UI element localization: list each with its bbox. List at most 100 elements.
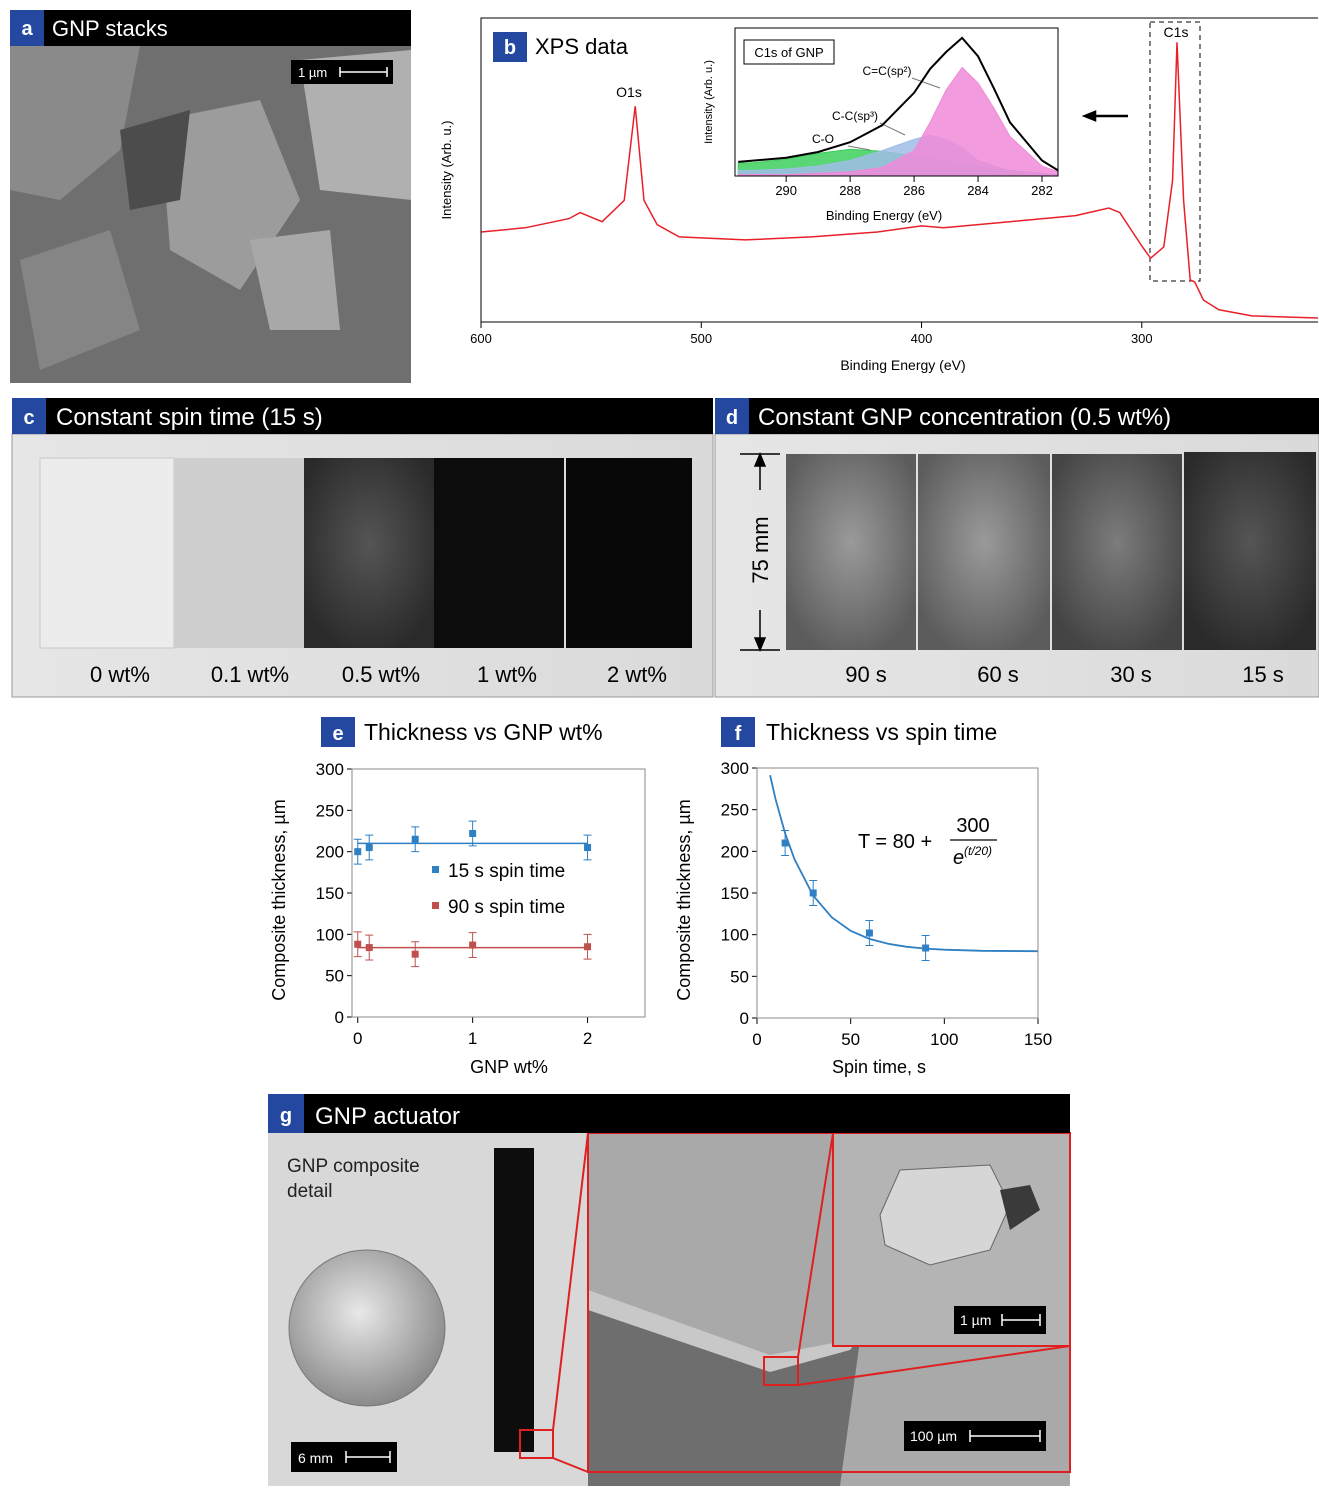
x-tick-label: 150 xyxy=(1024,1030,1052,1049)
sample-label: 2 wt% xyxy=(607,662,667,687)
panel-title: GNP stacks xyxy=(52,16,168,41)
x-tick-label: 300 xyxy=(1131,331,1153,346)
leader-line xyxy=(879,122,906,136)
x-tick-label: 100 xyxy=(930,1030,958,1049)
sample-label: 0.1 wt% xyxy=(211,662,289,687)
x-tick-label: 600 xyxy=(470,331,492,346)
plot-frame xyxy=(351,768,646,1018)
component-label: C-C(sp³) xyxy=(832,109,878,123)
legend-swatch xyxy=(432,866,439,873)
zoom-box xyxy=(519,1429,554,1459)
panel-e: e Thickness vs GNP wt% GNP wt% Composite… xyxy=(269,717,603,1077)
panel-letter: f xyxy=(735,723,742,745)
panel-b: b XPS data O1s C1s Binding Energy (eV) I… xyxy=(439,21,1201,373)
equation-numerator: 300 xyxy=(956,815,989,837)
chart: 0 50 100 150 0 50 100 150 200 250 300 xyxy=(721,759,1053,1049)
component-label: C-O xyxy=(812,132,834,146)
y-tick-label: 300 xyxy=(721,759,749,778)
x-axis-label: Binding Energy (eV) xyxy=(840,357,965,373)
chart-title: Thickness vs GNP wt% xyxy=(364,719,603,745)
panel-title: Constant spin time (15 s) xyxy=(56,404,323,431)
y-axis-label: Composite thickness, µm xyxy=(674,799,694,1000)
equation-base: e xyxy=(953,847,964,869)
dimension-arrow xyxy=(740,452,780,652)
line xyxy=(738,36,1059,172)
x-tick-label: 290 xyxy=(775,183,797,198)
y-tick-label: 50 xyxy=(325,967,344,986)
sem-flake xyxy=(300,50,411,200)
point xyxy=(469,829,477,837)
x-tick-label: 1 xyxy=(468,1029,477,1048)
chart: 0 1 2 0 50 100 150 200 250 300 15 s spin time 90 s … xyxy=(316,760,646,1048)
x-tick-label: 500 xyxy=(690,331,712,346)
sem-edge xyxy=(588,1300,860,1486)
fit-curve xyxy=(769,774,1039,953)
plot-frame xyxy=(756,767,1039,1019)
panel-letter-box xyxy=(10,10,44,46)
x-axis-label: Spin time, s xyxy=(832,1057,926,1077)
panel-letter: a xyxy=(21,18,33,40)
panel-header xyxy=(12,398,713,434)
x-axis-label: GNP wt% xyxy=(470,1057,548,1077)
zoom-line xyxy=(797,1132,1071,1386)
panel-letter-box xyxy=(493,32,527,62)
point xyxy=(411,835,419,843)
y-tick-label: 0 xyxy=(335,1008,344,1027)
sem-flake xyxy=(250,230,340,330)
panel-letter-box xyxy=(715,398,749,434)
scale-bar xyxy=(339,67,388,77)
y-axis-label: Composite thickness, µm xyxy=(269,799,289,1000)
y-tick-label: 200 xyxy=(316,843,344,862)
sample-label: 30 s xyxy=(1110,662,1152,687)
y-tick-label: 50 xyxy=(730,967,749,986)
x-tick-label: 288 xyxy=(839,183,861,198)
x-tick-label: 282 xyxy=(1031,183,1053,198)
panel-title: GNP actuator xyxy=(315,1103,460,1130)
point xyxy=(922,944,930,952)
sample-label: 15 s xyxy=(1242,662,1284,687)
slide xyxy=(566,458,692,648)
panel-g: g GNP actuator GNP composite detail 6 mm… xyxy=(268,1094,1071,1486)
scale-bar xyxy=(1001,1314,1041,1326)
zoom-box xyxy=(763,1356,799,1386)
panel-letter: g xyxy=(280,1105,292,1127)
y-tick-label: 150 xyxy=(316,884,344,903)
x-tick-label: 286 xyxy=(903,183,925,198)
y-axis-label: Intensity (Arb. u.) xyxy=(703,60,715,144)
sem-flake xyxy=(20,230,140,370)
slide xyxy=(304,458,434,648)
panel-f: f Thickness vs spin time Spin time, s Co… xyxy=(674,717,997,1077)
panel-header xyxy=(10,10,411,46)
slide xyxy=(786,454,916,650)
y-axis-label: Intensity (Arb. u.) xyxy=(439,121,454,220)
chart-title: XPS data xyxy=(535,34,629,59)
line xyxy=(480,42,1319,319)
zoom-line xyxy=(552,1132,589,1473)
sample-label: 90 s xyxy=(845,662,887,687)
legend-label: 15 s spin time xyxy=(448,861,565,882)
point xyxy=(584,943,592,951)
panel-header xyxy=(268,1094,1070,1133)
point xyxy=(781,839,789,847)
scale-bar xyxy=(345,1451,391,1463)
panel-title: Constant GNP concentration (0.5 wt%) xyxy=(758,404,1171,431)
y-tick-label: 250 xyxy=(316,801,344,820)
chart-title: Thickness vs spin time xyxy=(766,719,997,745)
point xyxy=(411,950,419,958)
panel-letter: e xyxy=(332,723,343,745)
panel-letter-box xyxy=(721,717,755,747)
equation-lhs: T = 80 + xyxy=(858,831,932,853)
point xyxy=(469,941,477,949)
caption: detail xyxy=(287,1181,332,1202)
inset-title: C1s of GNP xyxy=(754,45,823,60)
point xyxy=(365,944,373,952)
x-tick-label: 400 xyxy=(911,331,933,346)
actuator-strip xyxy=(494,1148,534,1452)
chart: C1s of GNP Binding Energy (eV) Intensity (… xyxy=(703,27,1059,223)
panel-letter: d xyxy=(726,407,738,429)
legend-label: 90 s spin time xyxy=(448,897,565,918)
panel-d: d Constant GNP concentration (0.5 wt%) 7… xyxy=(714,398,1319,698)
point xyxy=(809,889,817,897)
x-tick-label: 50 xyxy=(841,1030,860,1049)
